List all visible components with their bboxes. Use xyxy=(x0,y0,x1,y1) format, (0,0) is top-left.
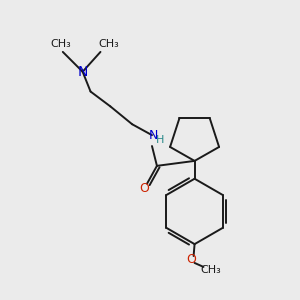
Text: O: O xyxy=(139,182,149,195)
Text: O: O xyxy=(187,254,196,266)
Text: H: H xyxy=(156,135,164,145)
Text: CH₃: CH₃ xyxy=(200,265,221,275)
Text: N: N xyxy=(77,65,88,79)
Text: N: N xyxy=(148,129,158,142)
Text: CH₃: CH₃ xyxy=(98,39,119,49)
Text: CH₃: CH₃ xyxy=(50,39,71,49)
